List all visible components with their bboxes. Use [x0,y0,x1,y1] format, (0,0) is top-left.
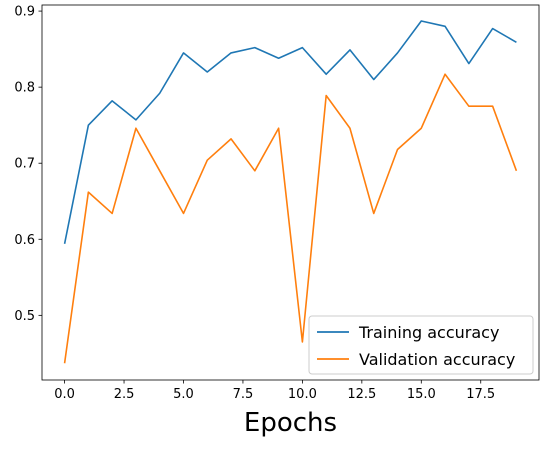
series-layer [63,20,518,364]
legend: Training accuracy Validation accuracy [308,315,534,375]
x-tick-label: 17.5 [466,387,495,402]
y-tick-label: 0.7 [14,157,35,172]
ticks-layer: 0.0 2.5 5.0 7.5 10.0 12.5 15.0 17.5 0.5 0.6 0.7 0.8… [14,5,495,402]
x-tick-label: 7.5 [233,387,254,402]
y-tick-label: 0.5 [14,309,35,324]
legend-box [308,315,534,375]
x-tick-label: 12.5 [347,387,376,402]
x-tick-label: 2.5 [114,387,135,402]
x-tick-label: 15.0 [407,387,436,402]
x-axis-label: Epochs [244,408,337,438]
y-tick-label: 0.8 [14,81,35,96]
legend-label: Validation accuracy [359,350,515,369]
plot-frame [41,4,540,381]
series-line-validation-accuracy [63,73,518,364]
legend-label: Training accuracy [358,323,499,342]
x-tick-label: 0.0 [54,387,75,402]
series-line-training-accuracy [63,20,517,244]
x-tick-label: 5.0 [173,387,194,402]
y-tick-label: 0.6 [14,233,35,248]
y-tick-label: 0.9 [14,5,35,20]
x-tick-label: 10.0 [288,387,317,402]
